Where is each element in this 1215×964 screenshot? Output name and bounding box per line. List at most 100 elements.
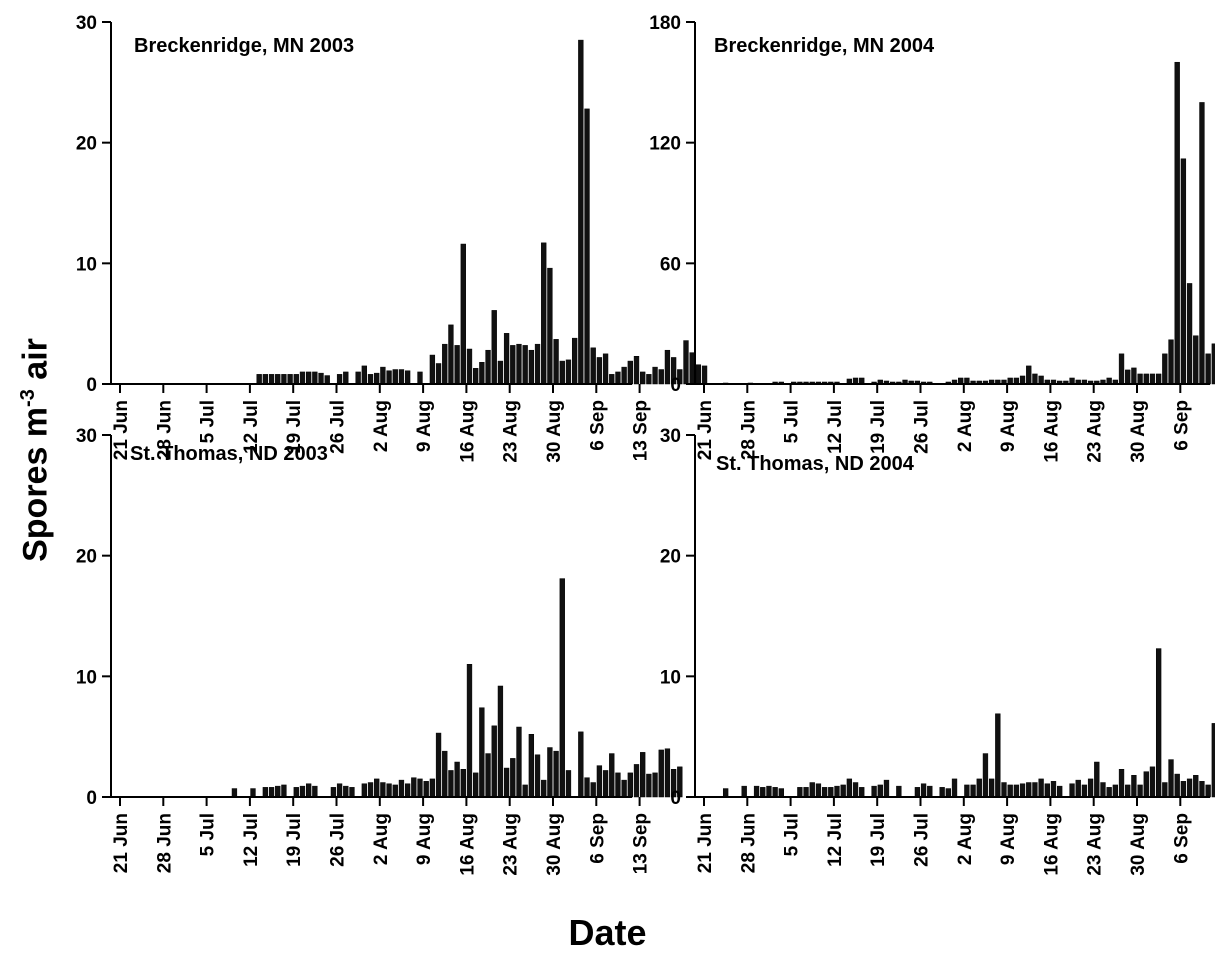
bar [760, 787, 765, 797]
bar [1125, 785, 1130, 797]
bar [529, 350, 534, 384]
bar [841, 785, 846, 797]
x-tick-label: 19 Jul [868, 400, 889, 454]
bar [1008, 785, 1013, 797]
bar [399, 370, 404, 384]
bar [977, 779, 982, 797]
bar [449, 770, 454, 797]
bar [1138, 785, 1143, 797]
bar [964, 785, 969, 797]
bar [498, 361, 503, 384]
x-tick-label: 9 Aug [414, 813, 435, 865]
chart-title: Breckenridge, MN 2004 [714, 35, 935, 57]
bar [554, 751, 559, 797]
y-tick-label: 180 [649, 13, 681, 34]
bar [479, 708, 484, 797]
bar [927, 786, 932, 797]
bar [504, 768, 509, 797]
x-tick-label: 30 Aug [1128, 813, 1149, 876]
bar [275, 786, 280, 797]
bar [492, 726, 497, 797]
bar [442, 751, 447, 797]
x-tick-label: 2 Aug [955, 813, 976, 865]
bar [294, 374, 299, 384]
bar [921, 784, 926, 797]
bar [1045, 784, 1050, 797]
bar [653, 773, 658, 797]
bar [430, 355, 435, 384]
bar [393, 785, 398, 797]
bar [418, 372, 423, 384]
bar [399, 780, 404, 797]
bar [374, 779, 379, 797]
bar [1131, 368, 1136, 384]
bar [232, 789, 237, 797]
bar [989, 779, 994, 797]
bar [640, 372, 645, 384]
bar [356, 372, 361, 384]
bar [634, 764, 639, 797]
bar [1187, 283, 1192, 384]
bar [380, 367, 385, 384]
bar [510, 758, 515, 797]
bar [275, 374, 280, 384]
bar [343, 372, 348, 384]
x-tick-label: 19 Jul [284, 813, 305, 867]
bar [1113, 785, 1118, 797]
bar [405, 784, 410, 797]
bar [597, 766, 602, 797]
bar [1051, 781, 1056, 797]
bar [816, 784, 821, 797]
x-tick-label: 9 Aug [998, 813, 1019, 865]
x-tick-label: 23 Aug [501, 400, 522, 463]
x-tick-label: 21 Jun [695, 813, 716, 873]
bar [578, 40, 583, 384]
bar [473, 368, 478, 384]
bar [1169, 340, 1174, 384]
bar [646, 774, 651, 797]
y-tick-label: 20 [76, 134, 97, 155]
bar [436, 363, 441, 384]
x-tick-label: 16 Aug [457, 400, 478, 463]
bar [541, 243, 546, 384]
bar [1169, 760, 1174, 797]
y-tick-label: 30 [76, 426, 97, 447]
bar [1193, 336, 1198, 384]
x-tick-label: 21 Jun [111, 400, 132, 460]
bar [1181, 781, 1186, 797]
bar [1125, 370, 1130, 384]
bar [622, 780, 627, 797]
bar [455, 345, 460, 384]
x-tick-label: 19 Jul [868, 813, 889, 867]
bar [684, 341, 689, 384]
bar [535, 344, 540, 384]
bar [263, 787, 268, 797]
x-tick-label: 6 Sep [587, 400, 608, 451]
bar [1039, 779, 1044, 797]
bar [702, 366, 707, 384]
bar [405, 371, 410, 384]
x-tick-label: 28 Jun [738, 813, 759, 873]
bar [1101, 783, 1106, 797]
bar [804, 787, 809, 797]
bar [659, 370, 664, 384]
y-tick-label: 10 [76, 254, 97, 275]
x-tick-label: 16 Aug [457, 813, 478, 876]
bar [1119, 769, 1124, 797]
bar [1200, 781, 1205, 797]
bar [560, 361, 565, 384]
bar [1175, 62, 1180, 384]
bar [498, 686, 503, 797]
y-tick-label: 10 [660, 667, 681, 688]
bar [1002, 783, 1007, 797]
y-axis-label: Spores m-3 air [17, 338, 56, 562]
x-tick-label: 30 Aug [544, 813, 565, 876]
x-tick-label: 23 Aug [1085, 400, 1106, 463]
x-tick-label: 23 Aug [501, 813, 522, 876]
y-tick-label: 0 [86, 375, 97, 396]
x-tick-label: 9 Aug [998, 400, 1019, 452]
x-tick-label: 30 Aug [544, 400, 565, 463]
bar [566, 770, 571, 797]
bar [300, 372, 305, 384]
